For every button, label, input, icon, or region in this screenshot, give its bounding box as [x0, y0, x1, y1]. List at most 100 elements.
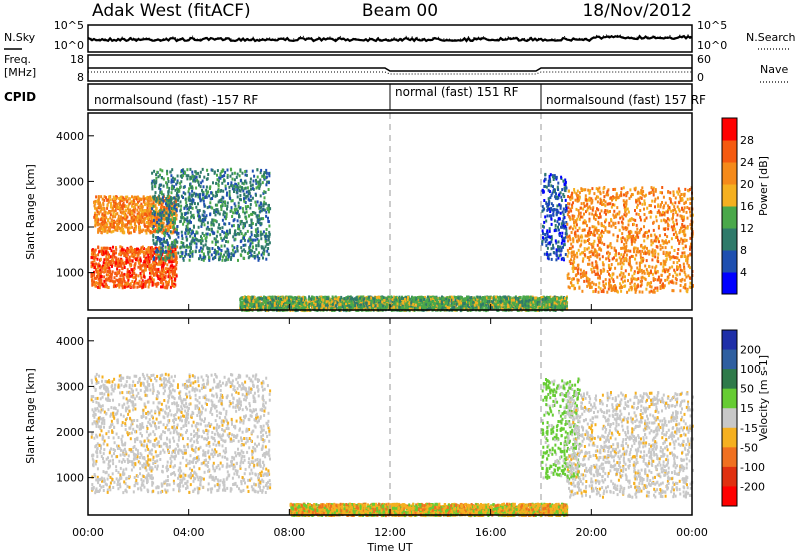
- echo-cell: [644, 250, 647, 254]
- echo-cell: [249, 177, 252, 181]
- echo-cell: [590, 197, 593, 201]
- echo-cell: [541, 242, 544, 246]
- echo-cell: [658, 234, 661, 238]
- echo-cell: [591, 252, 594, 256]
- echo-cell: [145, 231, 148, 235]
- echo-cell: [112, 245, 114, 249]
- echo-cell: [579, 244, 582, 248]
- echo-cell: [572, 262, 574, 266]
- echo-cell: [545, 238, 548, 242]
- echo-cell: [552, 175, 554, 179]
- echo-cell: [596, 200, 599, 204]
- echo-cell: [106, 211, 109, 215]
- echo-cell: [545, 202, 548, 205]
- echo-cell: [643, 199, 646, 203]
- echo-cell: [600, 270, 603, 274]
- nave-tick-bottom: 0: [697, 71, 704, 84]
- echo-cell: [136, 247, 138, 251]
- echo-cell: [597, 285, 600, 289]
- echo-cell: [593, 215, 596, 219]
- echo-cell: [673, 205, 676, 209]
- echo-cell: [180, 194, 183, 198]
- echo-cell: [110, 279, 113, 283]
- echo-cell: [206, 225, 209, 229]
- echo-cell: [215, 208, 218, 212]
- echo-cell: [610, 196, 613, 200]
- echo-cell: [591, 198, 594, 202]
- echo-cell: [119, 249, 122, 253]
- echo-cell: [634, 277, 637, 281]
- echo-cell: [201, 247, 204, 251]
- echo-cell: [223, 253, 226, 257]
- echo-cell: [237, 258, 239, 262]
- echo-cell: [93, 266, 96, 270]
- echo-cell: [239, 185, 242, 189]
- echo-cell: [258, 180, 261, 184]
- echo-cell: [546, 214, 549, 218]
- echo-cell: [109, 246, 112, 250]
- echo-cell: [218, 176, 221, 180]
- echo-cell: [574, 235, 577, 239]
- echo-cell: [170, 221, 173, 225]
- echo-cell: [656, 270, 659, 274]
- echo-cell: [681, 219, 684, 223]
- echo-cell: [263, 208, 266, 212]
- echo-cell: [268, 232, 271, 236]
- echo-cell: [188, 230, 191, 234]
- echo-cell: [160, 285, 162, 289]
- echo-cell: [128, 262, 131, 266]
- echo-cell: [664, 253, 667, 257]
- echo-cell: [547, 197, 550, 201]
- echo-cell: [249, 235, 252, 239]
- echo-cell: [154, 191, 157, 195]
- echo-cell: [654, 278, 657, 281]
- echo-cell: [244, 250, 247, 254]
- echo-cell: [160, 253, 163, 257]
- echo-cell: [634, 290, 637, 294]
- echo-cell: [263, 249, 266, 253]
- echo-cell: [171, 258, 174, 262]
- echo-cell: [133, 205, 135, 209]
- echo-cell: [264, 190, 267, 194]
- echo-cell: [148, 199, 151, 203]
- echo-cell: [544, 240, 547, 244]
- echo-cell: [621, 225, 624, 229]
- echo-cell: [111, 253, 114, 257]
- echo-cell: [127, 284, 130, 288]
- echo-cell: [683, 278, 686, 282]
- echo-cell: [146, 204, 149, 207]
- echo-cell: [556, 210, 559, 213]
- echo-cell: [233, 178, 236, 182]
- echo-cell: [577, 234, 580, 238]
- echo-cell: [174, 253, 177, 257]
- echo-cell: [167, 177, 170, 181]
- echo-cell: [250, 238, 253, 242]
- echo-cell: [600, 222, 603, 226]
- echo-cell: [670, 225, 673, 229]
- echo-cell: [243, 236, 245, 240]
- echo-cell: [129, 274, 132, 278]
- echo-cell: [555, 228, 558, 232]
- echo-cell: [96, 266, 99, 270]
- echo-cell: [630, 268, 633, 272]
- echo-cell: [208, 205, 211, 209]
- echo-cell: [91, 254, 94, 258]
- echo-cell: [228, 189, 231, 193]
- echo-cell: [267, 216, 269, 220]
- echo-cell: [620, 193, 623, 197]
- echo-cell: [125, 251, 128, 255]
- echo-cell: [249, 206, 252, 210]
- echo-cell: [587, 283, 590, 287]
- echo-cell: [546, 204, 549, 208]
- echo-cell: [136, 214, 139, 218]
- echo-cell: [608, 259, 611, 262]
- echo-cell: [223, 222, 226, 226]
- echo-cell: [112, 195, 115, 199]
- echo-cell: [616, 290, 619, 294]
- echo-cell: [200, 222, 203, 226]
- echo-cell: [180, 216, 183, 220]
- echo-cell: [685, 289, 688, 293]
- echo-cell: [686, 197, 689, 201]
- echo-cell: [184, 212, 187, 216]
- echo-cell: [205, 232, 208, 236]
